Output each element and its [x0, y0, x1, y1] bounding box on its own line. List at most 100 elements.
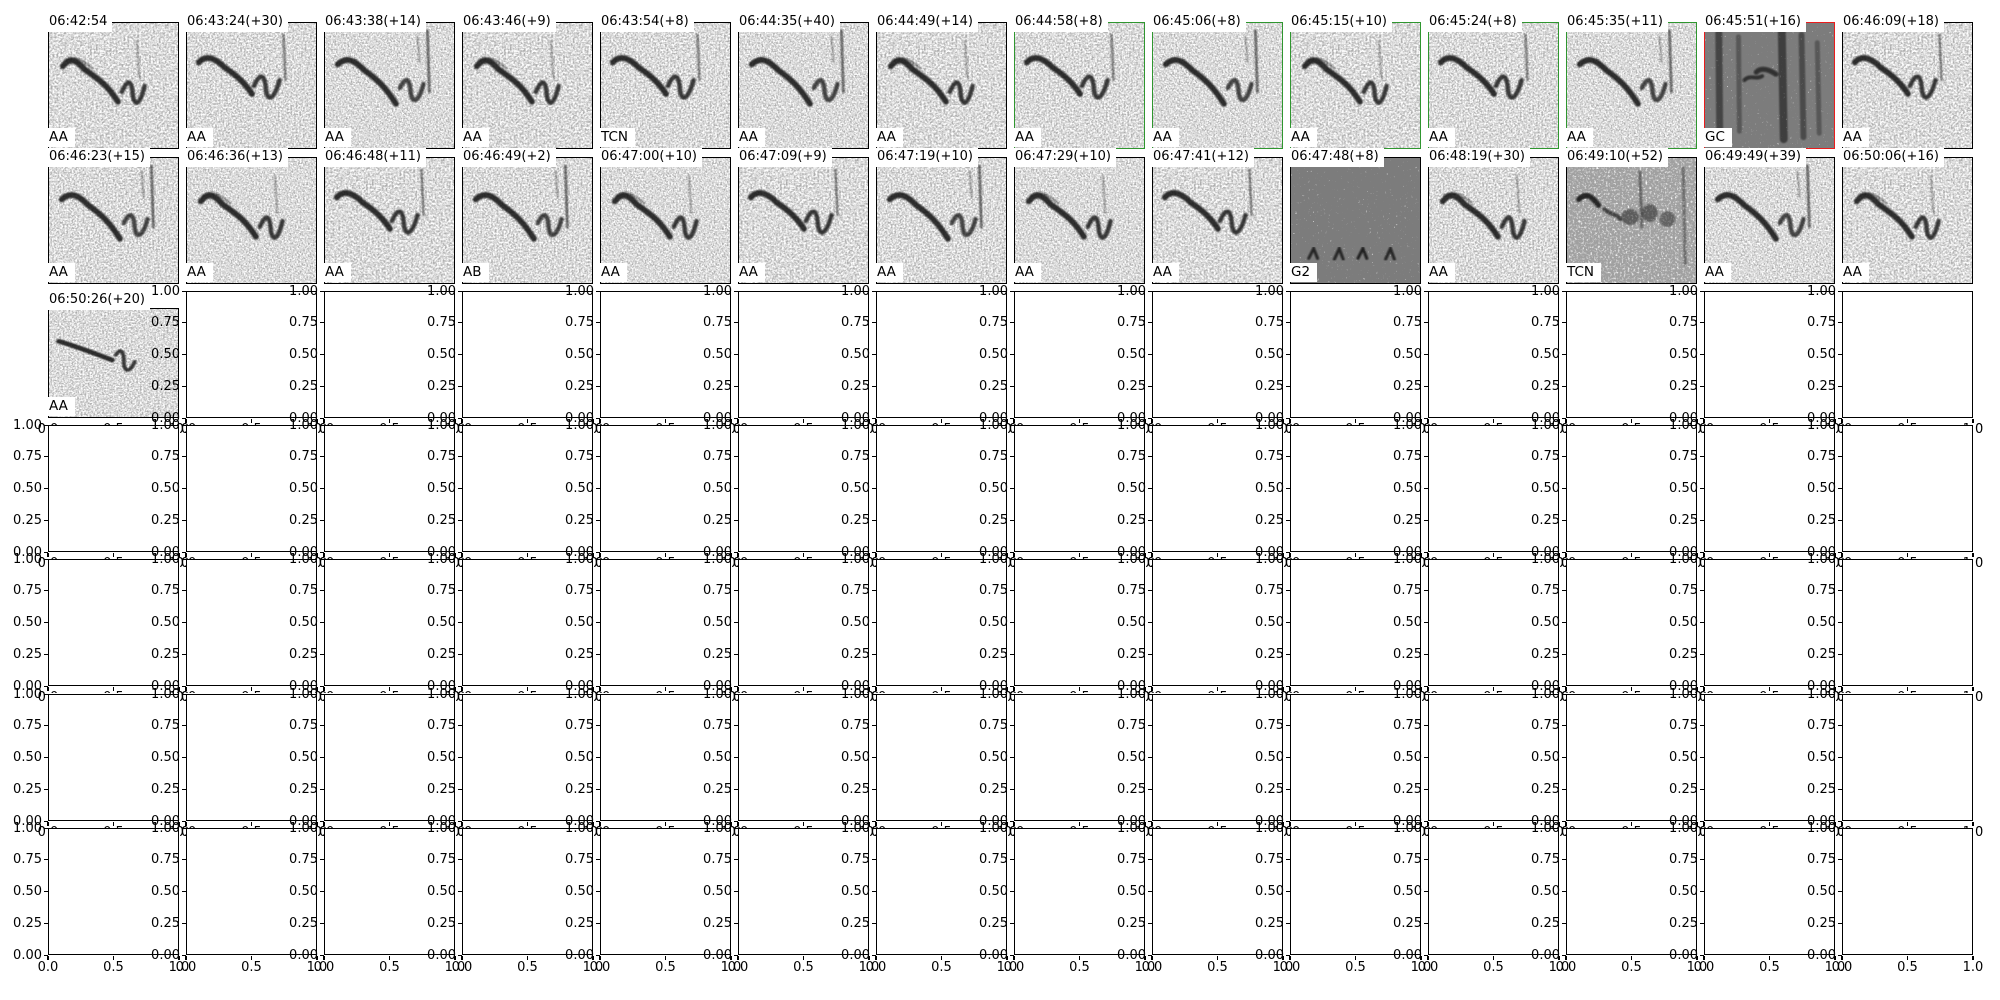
xlabel-fragment-gap: 1.0 0.0: [594, 825, 600, 840]
y-tick-mark: [596, 859, 600, 861]
y-tick-mark: [1010, 757, 1014, 759]
spectrogram-cell: [1704, 157, 1835, 284]
x-tick-mark: [185, 956, 187, 960]
y-tick-label: 0.50: [1807, 750, 1836, 765]
xlabel-fragment-gap: 1.0 0.0: [1560, 556, 1566, 571]
y-tick-label: 0.25: [427, 646, 456, 662]
y-tick-mark: [1838, 653, 1842, 655]
empty-axes: [324, 291, 455, 418]
spectrogram-image: [601, 158, 730, 283]
y-tick-mark: [734, 922, 738, 924]
y-tick-label: 0.00: [1531, 544, 1560, 560]
y-tick-label: 0.25: [703, 378, 732, 394]
subplot-title: 06:47:29(+10): [1010, 148, 1116, 167]
y-tick-mark: [44, 725, 48, 727]
y-tick-label: 0.50: [703, 347, 732, 362]
y-tick-label: 1.00: [979, 820, 1008, 836]
xlabel-fragment-left: 0.0: [37, 825, 47, 840]
spectrogram-cell: [1842, 22, 1973, 149]
y-tick-label: 0.25: [1531, 781, 1560, 797]
y-tick-mark: [734, 622, 738, 624]
y-tick-mark: [1424, 519, 1428, 521]
x-tick-mark: [112, 956, 115, 960]
y-tick-mark: [44, 827, 48, 829]
spectrogram-cell: [1566, 22, 1697, 149]
y-tick-label: 0.75: [1807, 718, 1836, 734]
xlabel-fragment-right: 1.0: [1974, 422, 1984, 437]
y-tick-label: 0.50: [1117, 347, 1146, 362]
empty-axes: [324, 425, 455, 552]
y-tick-mark: [872, 322, 876, 324]
spectrogram-cell: [324, 157, 455, 284]
y-tick-mark: [1562, 354, 1566, 356]
empty-axes: [462, 828, 593, 955]
x-tick-mark: [461, 687, 463, 691]
subplot-title: 06:50:06(+16): [1838, 148, 1944, 167]
y-tick-label: 1.00: [703, 283, 732, 299]
spectrogram-cell: [48, 157, 179, 284]
spectrogram-cell: [1152, 157, 1283, 284]
y-tick-label: 0.75: [13, 583, 42, 599]
spectrogram-cell: [186, 157, 317, 284]
empty-axes: [1290, 559, 1421, 686]
y-tick-mark: [320, 551, 324, 553]
empty-axes: [186, 828, 317, 955]
y-tick-mark: [1700, 757, 1704, 759]
x-tick-mark: [1144, 687, 1146, 691]
subplot-title: 06:43:24(+30): [182, 13, 288, 32]
xlabel-fragment-gap: 1.0 0.0: [870, 556, 876, 571]
y-tick-label: 0.00: [1531, 678, 1560, 694]
x-tick-mark: [1151, 553, 1153, 557]
y-tick-mark: [44, 757, 48, 759]
empty-axes: [1842, 291, 1973, 418]
y-tick-mark: [1424, 725, 1428, 727]
y-tick-label: 1.00: [979, 283, 1008, 299]
y-tick-label: 0.00: [1393, 678, 1422, 694]
y-tick-label: 0.25: [427, 915, 456, 931]
y-tick-mark: [1424, 693, 1428, 695]
class-label: AA: [734, 128, 765, 147]
spectrogram-image: [1843, 23, 1972, 148]
spectrogram-image: [877, 158, 1006, 283]
x-tick-mark: [875, 822, 877, 826]
y-tick-mark: [1838, 488, 1842, 490]
xlabel-fragment-gap: 1.0 0.0: [732, 825, 738, 840]
empty-axes: [1566, 559, 1697, 686]
y-tick-mark: [872, 551, 876, 553]
y-tick-mark: [1148, 757, 1152, 759]
xlabel-fragment-gap: 1.0 0.0: [870, 422, 876, 437]
y-tick-label: 0.50: [565, 615, 594, 630]
empty-axes: [1014, 425, 1145, 552]
y-tick-label: 0.75: [1255, 583, 1284, 599]
xlabel-fragment-right: 1.0: [1974, 690, 1984, 705]
subplot-title: 06:44:35(+40): [734, 13, 840, 32]
x-tick-label: 1.0: [168, 960, 190, 975]
y-tick-label: 0.00: [1669, 544, 1698, 560]
x-tick-label: 0.5: [1069, 960, 1090, 975]
spectrogram-image: [325, 158, 454, 283]
y-tick-label: 0.00: [1669, 678, 1698, 694]
x-tick-label: 0.0: [1003, 960, 1025, 975]
subplot-title: 06:46:48(+11): [320, 148, 426, 167]
x-tick-mark: [1289, 419, 1291, 423]
y-tick-label: 0.00: [151, 544, 180, 560]
x-tick-mark: [599, 687, 601, 691]
y-tick-mark: [44, 551, 48, 553]
x-tick-mark: [592, 956, 594, 960]
empty-axes: [462, 559, 593, 686]
class-label: AA: [1148, 263, 1179, 282]
empty-axes: [1014, 828, 1145, 955]
y-tick-mark: [1148, 891, 1152, 893]
y-tick-mark: [872, 519, 876, 521]
y-tick-label: 0.00: [565, 410, 594, 426]
empty-axes: [186, 559, 317, 686]
x-tick-mark: [1565, 553, 1567, 557]
x-tick-mark: [316, 956, 318, 960]
class-label: AA: [1700, 263, 1731, 282]
y-tick-label: 1.00: [841, 686, 870, 702]
y-tick-label: 0.50: [151, 615, 180, 630]
y-tick-mark: [182, 653, 186, 655]
y-tick-mark: [320, 788, 324, 790]
y-tick-mark: [1010, 622, 1014, 624]
y-tick-label: 0.00: [565, 544, 594, 560]
